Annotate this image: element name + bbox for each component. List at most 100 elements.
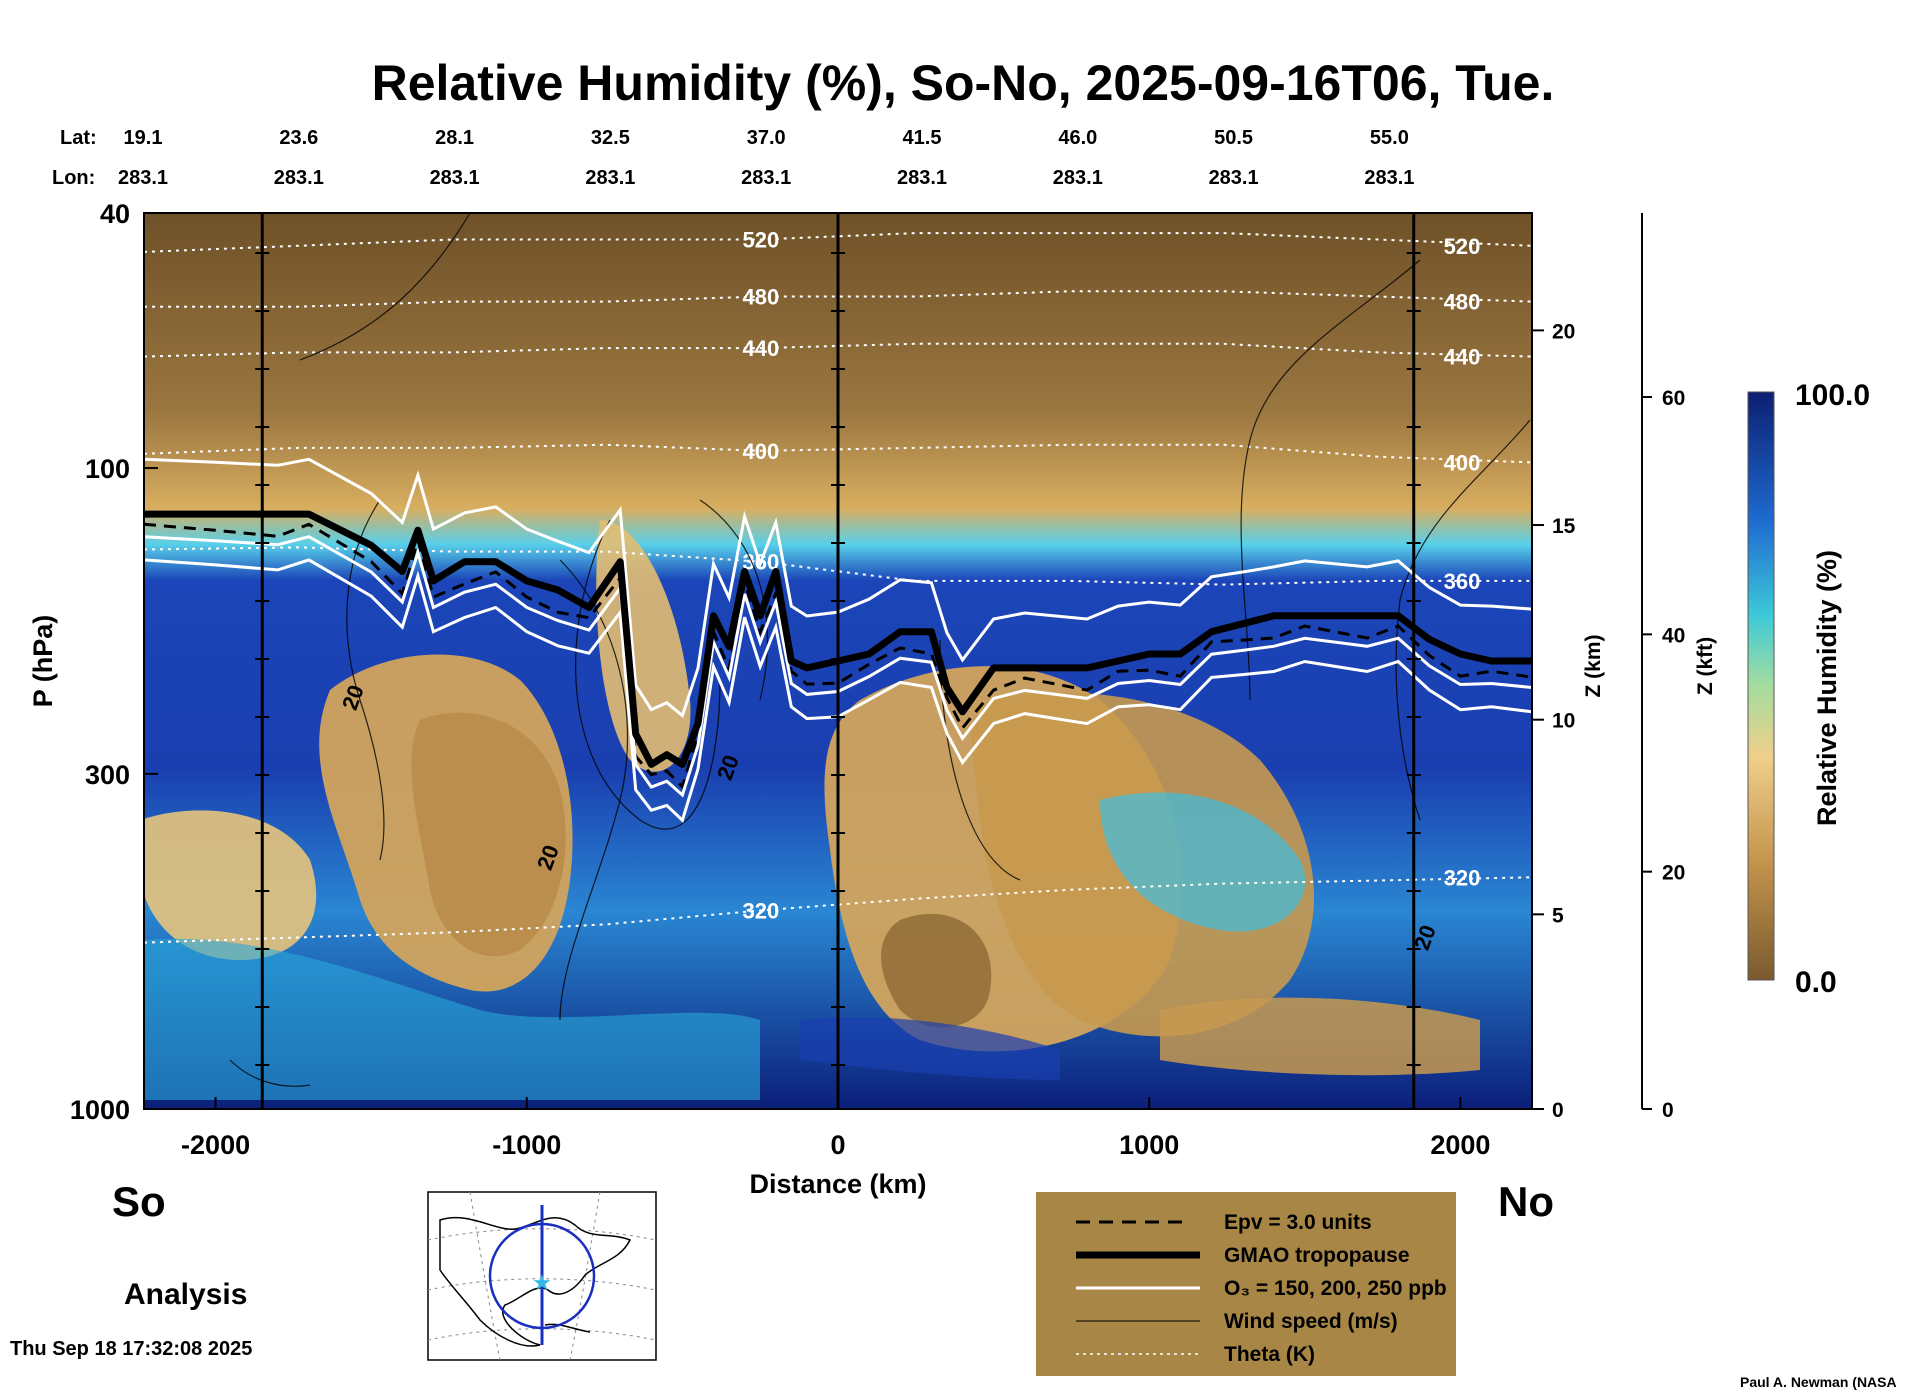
credit: Paul A. Newman (NASA [1740, 1374, 1897, 1390]
theta-label: 400 [1444, 450, 1481, 475]
z-km-tick-label: 0 [1552, 1099, 1564, 1122]
wind-contour-line [229, 1059, 311, 1087]
theta-label: 520 [1444, 234, 1481, 259]
colorbar-min: 0.0 [1795, 966, 1837, 999]
theta-label: 440 [1444, 345, 1481, 370]
epv-line [144, 522, 1532, 790]
x-tick-label: -1000 [492, 1130, 561, 1160]
section-markers [255, 213, 1421, 1109]
legend-label-theta: Theta (K) [1224, 1343, 1315, 1366]
y-axis: 40 100 300 1000 [70, 199, 158, 1125]
moist-band-3 [800, 1017, 1060, 1080]
lat-value: 50.5 [1214, 127, 1253, 149]
moist-band-1 [144, 938, 760, 1100]
legend-label-epv: Epv = 3.0 units [1224, 1211, 1372, 1234]
z-km-label: Z (km) [1582, 635, 1605, 698]
x-tick-label: 2000 [1430, 1130, 1490, 1160]
y-tick-label: 40 [100, 199, 130, 229]
z-km-tick-label: 20 [1552, 320, 1575, 343]
lat-value: 28.1 [435, 127, 474, 149]
chart-title: Relative Humidity (%), So-No, 2025-09-16… [372, 55, 1555, 111]
x-tick-label: 1000 [1119, 1130, 1179, 1160]
timestamp: Thu Sep 18 17:32:08 2025 [10, 1338, 252, 1360]
dry-region-2 [411, 712, 566, 957]
colorbar-label: Relative Humidity (%) [1812, 550, 1842, 826]
wind-contour-line [699, 499, 769, 701]
wind-contour-line [299, 213, 471, 361]
theta-label: 480 [1444, 290, 1481, 315]
z-kft-tick-label: 40 [1662, 624, 1685, 647]
z-km-tick-label: 15 [1552, 515, 1576, 538]
lon-value: 283.1 [897, 167, 947, 189]
x-axis: -2000 -1000 0 1000 2000 [181, 1097, 1490, 1160]
wind-contour-line [1395, 419, 1531, 821]
legend-label-tropopause: GMAO tropopause [1224, 1244, 1410, 1267]
y-tick-label: 300 [85, 760, 130, 790]
map-caribbean [544, 1323, 591, 1333]
theta-label: 320 [1444, 865, 1481, 890]
lat-value: 19.1 [124, 127, 163, 149]
dry-region-5 [881, 913, 992, 1028]
z-km-tick-label: 10 [1552, 710, 1575, 733]
theta-label: 360 [1444, 569, 1481, 594]
lon-label: Lon: [52, 167, 95, 189]
lon-value: 283.1 [741, 167, 791, 189]
lon-value: 283.1 [430, 167, 480, 189]
z-kft-tick-label: 60 [1662, 387, 1685, 410]
lat-label: Lat: [60, 127, 97, 149]
lat-value: 46.0 [1058, 127, 1097, 149]
lon-value: 283.1 [1209, 167, 1259, 189]
z-km-axis: 0 5 10 15 20 [1532, 320, 1576, 1122]
z-kft-axis: 0 20 40 60 [1642, 387, 1685, 1122]
theta-label: 440 [743, 336, 780, 361]
y-tick-label: 1000 [70, 1095, 130, 1125]
legend: Epv = 3.0 units GMAO tropopause O₃ = 150… [1036, 1192, 1456, 1376]
colorbar-max: 100.0 [1795, 379, 1870, 412]
wind-contour-line [575, 519, 721, 830]
colorbar [1747, 391, 1775, 981]
theta-label: 480 [743, 285, 780, 310]
lat-value: 37.0 [747, 127, 786, 149]
ozone-line-250 [144, 558, 1532, 823]
theta-label: 320 [743, 898, 780, 923]
ozone-line-150 [144, 457, 1532, 719]
z-kft-tick-label: 0 [1662, 1099, 1674, 1122]
x-tick-label: 0 [830, 1130, 845, 1160]
x-axis-label: Distance (km) [749, 1169, 926, 1199]
wind-contour-line [346, 499, 385, 861]
moist-band-2 [1100, 792, 1306, 932]
south-label: So [112, 1178, 166, 1225]
legend-label-ozone: O₃ = 150, 200, 250 ppb [1224, 1277, 1447, 1300]
ozone-line-200 [144, 535, 1532, 798]
theta-label: 400 [743, 439, 780, 464]
lon-value: 283.1 [1364, 167, 1414, 189]
lon-value: 283.1 [585, 167, 635, 189]
z-km-tick-label: 5 [1552, 904, 1564, 927]
lon-value: 283.1 [274, 167, 324, 189]
lat-value: 23.6 [279, 127, 318, 149]
analysis-label: Analysis [124, 1278, 247, 1311]
z-kft-tick-label: 20 [1662, 862, 1685, 885]
wind-contours [229, 213, 1531, 1087]
lat-lon-header: Lat: Lon: 19.1 23.6 28.1 32.5 37.0 41.5 46.0 50… [52, 127, 1414, 189]
lat-value: 32.5 [591, 127, 630, 149]
legend-label-wind: Wind speed (m/s) [1224, 1310, 1398, 1333]
dry-region-6 [1160, 997, 1480, 1076]
y-tick-label: 100 [85, 454, 130, 484]
map-star-icon: ★ [532, 1270, 552, 1295]
lon-value: 283.1 [118, 167, 168, 189]
x-tick-label: -2000 [181, 1130, 250, 1160]
z-kft-label: Z (kft) [1694, 637, 1717, 695]
wind-contour-line [559, 559, 629, 1021]
gmao-tropopause-line [144, 510, 1532, 768]
lat-value: 41.5 [903, 127, 942, 149]
y-axis-label: P (hPa) [28, 615, 58, 708]
lon-value: 283.1 [1053, 167, 1103, 189]
theta-label: 520 [743, 228, 780, 253]
lat-value: 55.0 [1370, 127, 1409, 149]
inset-map: ★ [427, 1191, 657, 1361]
dry-region-7 [144, 810, 317, 960]
north-label: No [1498, 1178, 1554, 1225]
